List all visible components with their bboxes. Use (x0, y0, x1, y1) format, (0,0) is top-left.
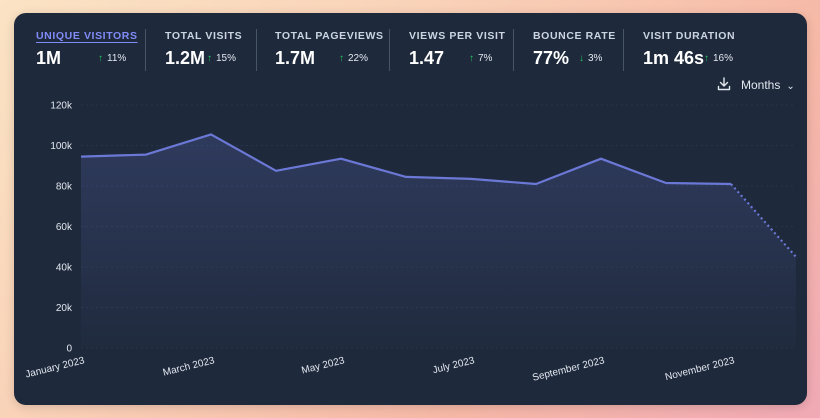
y-tick-label: 60k (56, 222, 73, 233)
metric-value: 1.47 (409, 48, 445, 68)
metric-label: VIEWS PER VISIT (409, 30, 506, 42)
divider (389, 29, 390, 71)
data-point[interactable] (75, 151, 87, 163)
arrow-up-icon: ↑ (339, 53, 344, 64)
chevron-down-icon: ⌄ (786, 81, 795, 92)
y-tick-label: 100k (50, 141, 73, 152)
metric-change: ↑ 11% (98, 53, 127, 64)
data-point[interactable] (270, 165, 282, 177)
x-tick-label: September 2023 (531, 355, 606, 384)
metric-label: TOTAL VISITS (165, 30, 243, 42)
y-tick-label: 0 (66, 344, 72, 355)
divider (513, 29, 514, 71)
x-tick-label: March 2023 (162, 355, 216, 379)
arrow-down-icon: ↓ (579, 53, 584, 64)
data-point[interactable] (725, 178, 737, 190)
metric-value: 1.7M (275, 48, 316, 68)
download-icon[interactable] (717, 77, 731, 91)
arrow-up-icon: ↑ (704, 53, 709, 64)
divider (145, 29, 146, 71)
x-tick-label: July 2023 (432, 355, 477, 376)
metric-label: UNIQUE VISITORS (36, 30, 138, 42)
y-tick-label: 120k (50, 101, 73, 112)
metric-change: ↑ 15% (207, 53, 237, 64)
series-line (80, 133, 732, 186)
data-point[interactable] (335, 153, 347, 165)
metric-label: TOTAL PAGEVIEWS (275, 30, 384, 42)
y-tick-label: 20k (56, 303, 73, 314)
arrow-up-icon: ↑ (98, 53, 103, 64)
metric-change: ↓ 3% (579, 53, 603, 64)
metric-value: 77% (533, 48, 570, 68)
y-tick-label: 40k (56, 263, 73, 274)
series-line-incomplete (730, 183, 797, 258)
divider (256, 29, 257, 71)
metric-value: 1M (36, 48, 62, 68)
metric-label: BOUNCE RATE (533, 30, 616, 42)
metric-label: VISIT DURATION (643, 30, 736, 42)
data-point[interactable] (205, 128, 217, 140)
data-point[interactable] (400, 171, 412, 183)
period-label: Months (741, 78, 781, 92)
x-tick-label: January 2023 (24, 355, 86, 380)
arrow-up-icon: ↑ (207, 53, 212, 64)
x-tick-label: May 2023 (300, 355, 346, 376)
area-fill (81, 134, 796, 348)
visitors-chart: 0 20k 40k 60k 80k 100k 120k January 2023 March … (24, 101, 802, 384)
x-tick-label: November 2023 (664, 355, 736, 383)
data-point[interactable] (660, 177, 672, 189)
metric-change: ↑ 16% (704, 53, 734, 64)
period-selector[interactable]: Months ⌄ (741, 78, 795, 92)
divider (623, 29, 624, 71)
data-point[interactable] (140, 149, 152, 161)
arrow-up-icon: ↑ (469, 53, 474, 64)
data-point[interactable] (790, 251, 802, 263)
metric-change: ↑ 22% (339, 53, 369, 64)
chart-controls: Months ⌄ (717, 77, 795, 97)
analytics-card: UNIQUE VISITORS 1M ↑ 11% TOTAL VISITS 1.2… (14, 13, 807, 405)
data-point[interactable] (530, 178, 542, 190)
y-tick-label: 80k (56, 182, 73, 193)
metric-change: ↑ 7% (469, 53, 493, 64)
data-point[interactable] (595, 153, 607, 165)
data-point[interactable] (465, 173, 477, 185)
metric-value: 1.2M (165, 48, 206, 68)
metric-value: 1m 46s (643, 48, 705, 68)
